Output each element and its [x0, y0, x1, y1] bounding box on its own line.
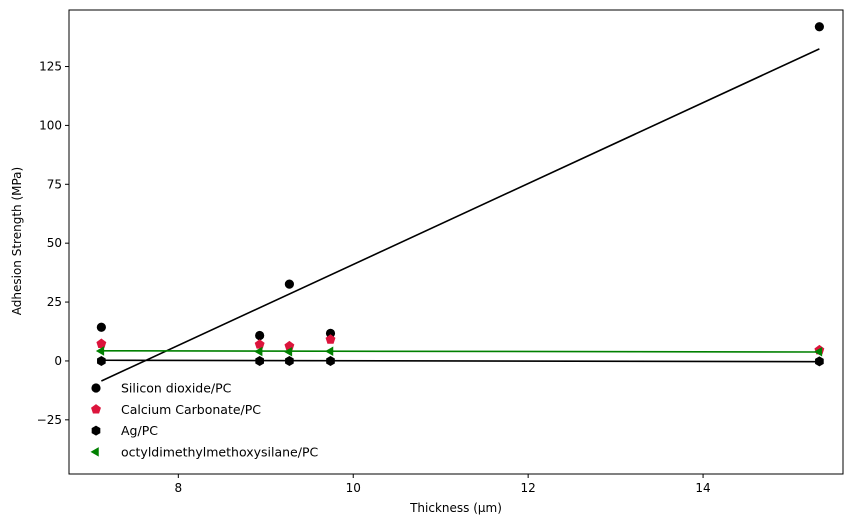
legend: Silicon dioxide/PC Calcium Carbonate/PC Ag… — [90, 381, 318, 459]
data-point — [96, 322, 106, 332]
legend-label: Ag/PC — [121, 423, 158, 438]
y-tick-label: 25 — [47, 295, 62, 309]
y-tick-label: 125 — [39, 60, 62, 74]
fit-lines — [101, 48, 820, 382]
axes: 8 10 12 14 −25 0 25 50 75 100 125 — [37, 9, 844, 495]
x-axis-label: Thickness (µm) — [409, 501, 502, 515]
data-point — [283, 347, 293, 357]
y-tick-label: 50 — [47, 236, 62, 250]
data-point — [284, 279, 294, 289]
legend-marker — [91, 404, 101, 414]
data-point — [326, 355, 335, 366]
legend-label: octyldimethylmethoxysilane/PC — [121, 444, 318, 459]
data-point — [815, 356, 824, 367]
data-point — [95, 346, 105, 356]
fit-line — [101, 48, 820, 382]
legend-marker — [90, 447, 99, 457]
data-point — [814, 22, 824, 32]
data-point — [254, 339, 265, 349]
fit-line — [101, 350, 820, 353]
y-tick-label: −25 — [37, 413, 62, 427]
legend-marker — [91, 383, 101, 393]
y-tick-label: 75 — [47, 177, 62, 191]
y-tick-label: 0 — [54, 354, 62, 368]
legend-label: Silicon dioxide/PC — [121, 381, 232, 396]
y-axis-label: Adhesion Strength (MPa) — [10, 167, 24, 315]
legend-marker — [91, 425, 101, 436]
data-point — [254, 346, 263, 357]
data-points — [95, 22, 825, 367]
legend-label: Calcium Carbonate/PC — [121, 402, 261, 417]
x-tick-label: 12 — [521, 481, 536, 495]
x-tick-label: 14 — [695, 481, 710, 495]
x-tick-label: 10 — [346, 481, 361, 495]
data-point — [97, 355, 106, 366]
data-point — [813, 347, 823, 357]
fit-line — [101, 359, 820, 363]
data-point — [255, 355, 264, 366]
x-tick-label: 8 — [175, 481, 183, 495]
data-point — [325, 346, 334, 357]
plot-frame — [68, 9, 844, 475]
data-point — [325, 328, 336, 338]
data-point — [96, 338, 107, 348]
data-point — [325, 334, 336, 344]
data-point — [285, 355, 294, 366]
y-tick-label: 100 — [39, 118, 62, 132]
data-point — [255, 330, 265, 341]
